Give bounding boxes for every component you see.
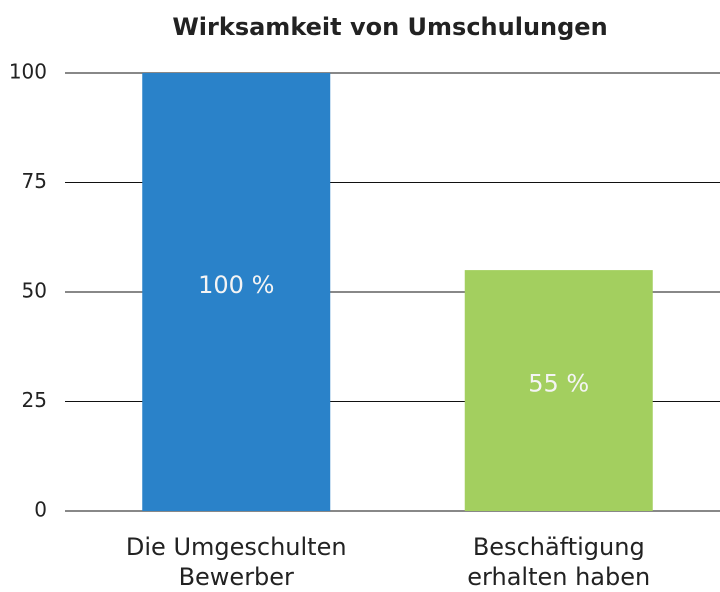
bar — [464, 270, 653, 511]
chart-title: Wirksamkeit von Umschulungen — [172, 13, 607, 41]
bar — [142, 73, 331, 511]
value-label: 55 % — [528, 370, 589, 398]
y-tick-label: 25 — [22, 388, 47, 412]
y-tick-label: 50 — [22, 279, 47, 303]
x-tick-label: Die Umgeschulten Bewerber — [125, 533, 347, 591]
x-tick-label: Beschäftigung erhalten haben — [467, 533, 651, 591]
y-tick-label: 100 — [9, 60, 47, 84]
y-tick-label: 75 — [22, 169, 47, 193]
y-tick-label: 0 — [34, 498, 47, 522]
value-label: 100 % — [198, 271, 274, 299]
